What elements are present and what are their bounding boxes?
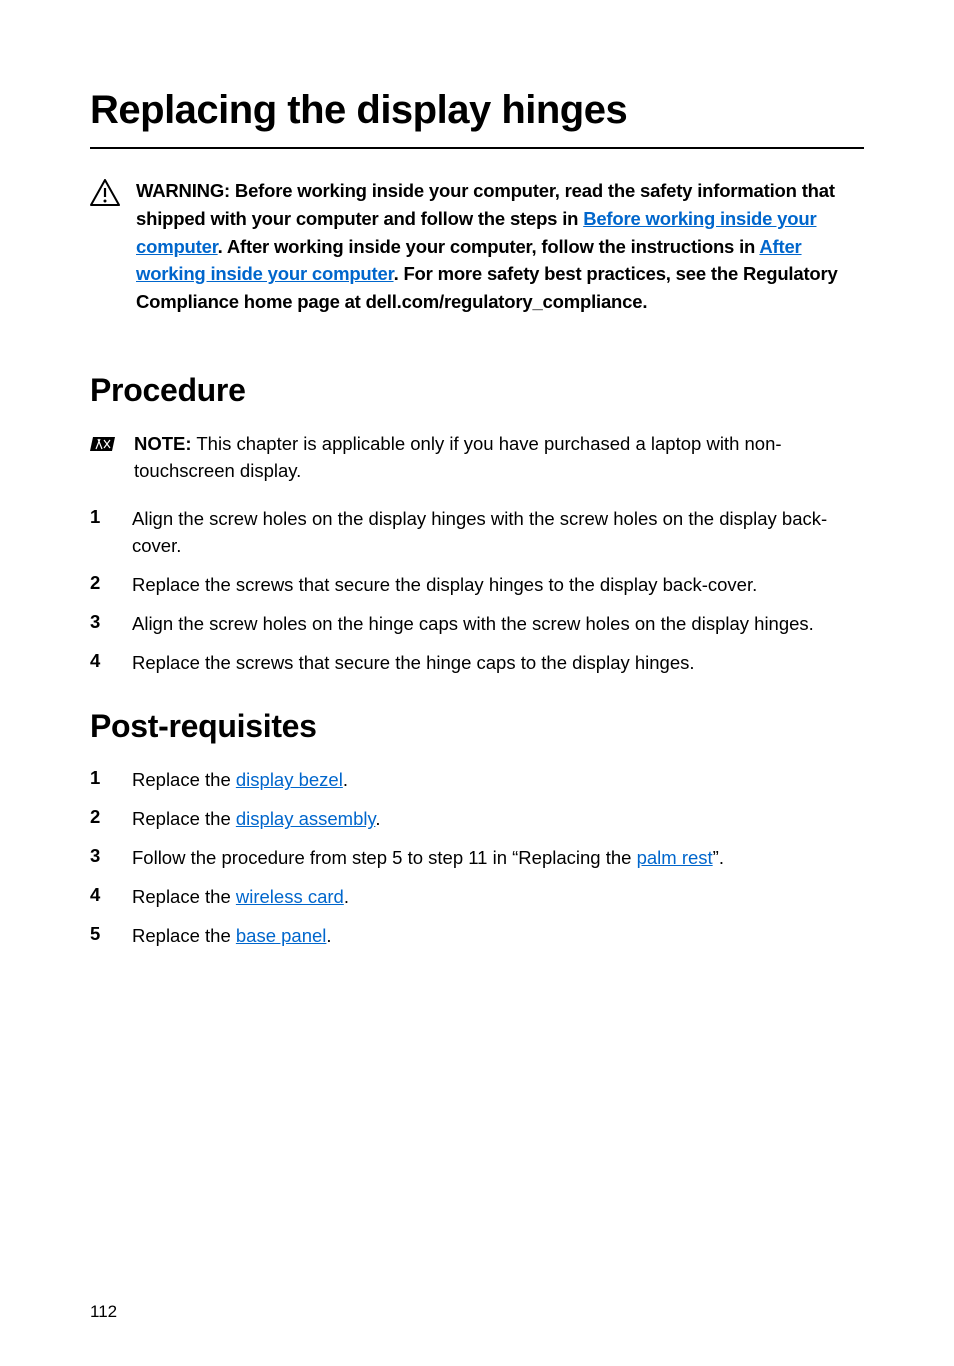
list-text: Replace the display assembly. (132, 806, 381, 833)
list-marker: 4 (90, 884, 108, 906)
list-marker: 3 (90, 845, 108, 867)
text-pre: Replace the (132, 769, 236, 790)
text-post: . (326, 925, 331, 946)
text-post: . (375, 808, 380, 829)
procedure-list: 1 Align the screw holes on the display h… (90, 506, 864, 676)
list-marker: 5 (90, 923, 108, 945)
list-marker: 4 (90, 650, 108, 672)
list-marker: 3 (90, 611, 108, 633)
warning-mid1: . After working inside your computer, fo… (218, 236, 760, 257)
list-text: Replace the base panel. (132, 923, 332, 950)
list-text: Align the screw holes on the display hin… (132, 506, 864, 560)
link-base-panel[interactable]: base panel (236, 925, 327, 946)
list-marker: 2 (90, 806, 108, 828)
list-text: Follow the procedure from step 5 to step… (132, 845, 724, 872)
warning-block: WARNING: Before working inside your comp… (90, 177, 864, 316)
note-body: This chapter is applicable only if you h… (134, 433, 782, 481)
list-item: 1 Align the screw holes on the display h… (90, 506, 864, 560)
list-item: 1 Replace the display bezel. (90, 767, 864, 794)
post-requisites-heading: Post-requisites (90, 708, 864, 745)
note-icon (90, 433, 118, 455)
list-item: 3 Align the screw holes on the hinge cap… (90, 611, 864, 638)
list-item: 4 Replace the screws that secure the hin… (90, 650, 864, 677)
list-item: 4 Replace the wireless card. (90, 884, 864, 911)
page-number: 112 (90, 1302, 117, 1322)
list-text: Align the screw holes on the hinge caps … (132, 611, 814, 638)
list-item: 2 Replace the display assembly. (90, 806, 864, 833)
list-item: 3 Follow the procedure from step 5 to st… (90, 845, 864, 872)
warning-text: WARNING: Before working inside your comp… (136, 177, 864, 316)
note-block: NOTE: This chapter is applicable only if… (90, 431, 864, 485)
text-post: ”. (713, 847, 724, 868)
post-requisites-list: 1 Replace the display bezel. 2 Replace t… (90, 767, 864, 949)
text-pre: Replace the (132, 925, 236, 946)
note-label: NOTE: (134, 433, 192, 454)
link-palm-rest[interactable]: palm rest (637, 847, 713, 868)
page-title: Replacing the display hinges (90, 88, 864, 149)
text-pre: Replace the (132, 886, 236, 907)
list-text: Replace the screws that secure the hinge… (132, 650, 695, 677)
procedure-heading: Procedure (90, 372, 864, 409)
text-pre: Follow the procedure from step 5 to step… (132, 847, 637, 868)
list-text: Replace the screws that secure the displ… (132, 572, 757, 599)
list-item: 5 Replace the base panel. (90, 923, 864, 950)
text-post: . (344, 886, 349, 907)
link-wireless-card[interactable]: wireless card (236, 886, 344, 907)
link-display-bezel[interactable]: display bezel (236, 769, 343, 790)
text-post: . (343, 769, 348, 790)
list-marker: 1 (90, 767, 108, 789)
list-marker: 1 (90, 506, 108, 528)
list-item: 2 Replace the screws that secure the dis… (90, 572, 864, 599)
warning-triangle-icon (90, 179, 120, 207)
list-text: Replace the wireless card. (132, 884, 349, 911)
list-text: Replace the display bezel. (132, 767, 348, 794)
list-marker: 2 (90, 572, 108, 594)
link-display-assembly[interactable]: display assembly (236, 808, 376, 829)
note-text: NOTE: This chapter is applicable only if… (134, 431, 864, 485)
text-pre: Replace the (132, 808, 236, 829)
